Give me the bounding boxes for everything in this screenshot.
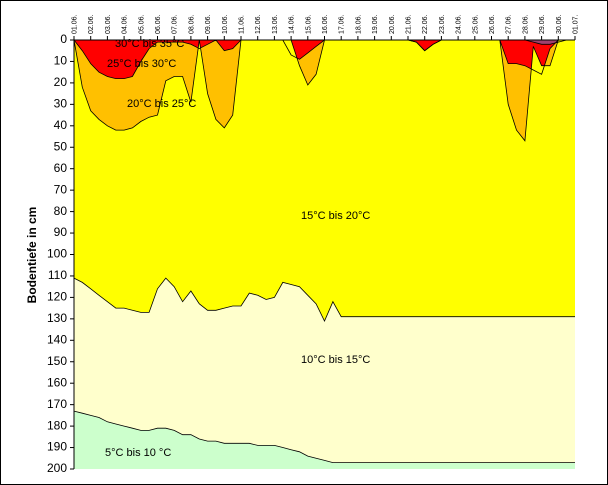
x-tick-label: 20.06. [389, 14, 396, 34]
band-10-15 [74, 278, 575, 463]
x-tick-label: 06.06. [155, 14, 162, 34]
x-tick-label: 11.06. [239, 15, 246, 34]
band-20-25 [74, 40, 575, 141]
temperature-bands [74, 40, 575, 469]
y-tick-label: 80 [54, 204, 68, 218]
x-tick-label: 21.06. [406, 14, 413, 34]
x-tick-label: 01.06. [72, 14, 79, 34]
y-tick-label: 60 [54, 161, 68, 175]
band-label-25-30: 25°C bis 30°C [107, 58, 176, 70]
band-15-20 [74, 40, 575, 321]
y-tick-label: 20 [54, 75, 68, 89]
x-axis: 01.06. 02.06. 03.06. 04.06. 05.06. 06.06. 07.0… [72, 14, 580, 41]
x-tick-label: 02.06. [88, 14, 95, 34]
x-tick-label: 17.06. [339, 14, 346, 34]
y-tick-label: 140 [47, 332, 67, 346]
y-tick-label: 30 [54, 97, 68, 111]
x-tick-label: 05.06. [138, 14, 145, 34]
y-tick-label: 0 [60, 32, 67, 46]
y-tick-label: 50 [54, 139, 68, 153]
y-tick-label: 170 [47, 397, 67, 411]
band-5-10 [74, 411, 575, 469]
band-label-30-35: 30°C bis 35°C [115, 38, 184, 50]
x-tick-label: 19.06. [372, 14, 379, 34]
x-tick-label: 01.07. [573, 14, 580, 34]
x-tick-label: 04.06. [122, 14, 129, 34]
y-tick-label: 130 [47, 311, 67, 325]
boundary-line [73, 410, 575, 463]
boundary-line [73, 277, 575, 322]
band-labels: 30°C bis 35°C 25°C bis 30°C 20°C bis 25°… [105, 38, 370, 459]
x-tick-label: 22.06. [422, 14, 429, 34]
x-tick-label: 26.06. [489, 14, 496, 34]
band-label-5-10: 5°C bis 10 °C [105, 447, 171, 459]
x-tick-label: 03.06. [105, 14, 112, 34]
y-tick-label: 160 [47, 375, 67, 389]
y-tick-label: 10 [54, 54, 68, 68]
y-tick-label: 150 [47, 354, 67, 368]
x-tick-label: 16.06. [322, 14, 329, 34]
band-label-15-20: 15°C bis 20°C [301, 210, 370, 222]
x-tick-label: 30.06. [556, 14, 563, 34]
band-label-20-25: 20°C bis 25°C [127, 98, 196, 110]
y-tick-label: 120 [47, 290, 67, 304]
x-tick-label: 12.06. [255, 14, 262, 34]
y-tick-label: 70 [54, 182, 68, 196]
x-tick-label: 18.06. [355, 14, 362, 34]
band-label-10-15: 10°C bis 15°C [301, 354, 370, 366]
x-tick-label: 28.06. [522, 14, 529, 34]
y-tick-label: 40 [54, 118, 68, 132]
band-25-30 [74, 40, 575, 79]
x-tick-label: 09.06. [205, 14, 212, 34]
x-tick-label: 08.06. [188, 14, 195, 34]
x-tick-label: 14.06. [289, 14, 296, 34]
y-tick-label: 200 [47, 461, 67, 475]
x-tick-label: 23.06. [439, 14, 446, 34]
y-axis-title: Bodentiefe in cm [25, 207, 39, 304]
x-tick-label: 27.06. [506, 14, 513, 34]
x-tick-label: 07.06. [172, 14, 179, 34]
x-tick-label: 10.06. [222, 14, 229, 34]
x-tick-label: 29.06. [539, 14, 546, 34]
y-tick-label: 110 [48, 268, 67, 282]
x-tick-label: 15.06. [305, 14, 312, 34]
x-tick-label: 24.06. [456, 14, 463, 34]
y-tick-label: 180 [47, 418, 67, 432]
y-axis: 0 10 20 30 40 50 60 70 80 90 100 110 120 130 140 150 160… [47, 32, 75, 475]
y-tick-label: 190 [47, 440, 67, 454]
x-tick-label: 25.06. [472, 14, 479, 34]
y-tick-label: 100 [47, 247, 67, 261]
x-tick-label: 13.06. [272, 14, 279, 34]
y-tick-label: 90 [54, 225, 68, 239]
